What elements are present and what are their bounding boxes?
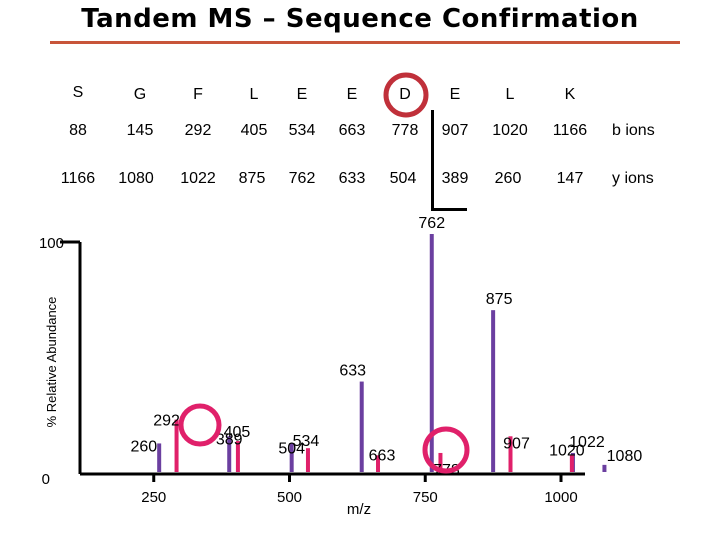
residue-6: E bbox=[346, 86, 358, 103]
residue-7: D bbox=[399, 86, 411, 103]
peak-633 bbox=[359, 381, 364, 472]
peak-label-292: 292 bbox=[153, 413, 180, 430]
residue-4: L bbox=[249, 86, 259, 103]
peak-label-534: 534 bbox=[293, 433, 320, 450]
b-ion-10: 1166 bbox=[552, 122, 588, 139]
peak-292 bbox=[174, 419, 179, 472]
title-underline bbox=[50, 41, 680, 44]
peak-778 bbox=[438, 452, 443, 472]
peak-663 bbox=[376, 455, 381, 472]
fragmentation-bracket-horizontal bbox=[431, 208, 467, 211]
peak-label-389: 389 bbox=[216, 431, 243, 448]
peak-389 bbox=[227, 436, 232, 472]
peak-label-504: 504 bbox=[278, 440, 305, 457]
peak-875 bbox=[491, 310, 496, 472]
y-ion-9: 260 bbox=[494, 170, 522, 187]
b-ion-5: 534 bbox=[288, 122, 316, 139]
residue-8: E bbox=[449, 86, 461, 103]
residue-3: F bbox=[193, 86, 203, 103]
peak-label-907: 907 bbox=[503, 435, 530, 452]
x-tick-label-750: 750 bbox=[413, 489, 438, 506]
b-ion-7: 778 bbox=[391, 122, 419, 139]
peak-762 bbox=[429, 234, 434, 472]
y-ion-4: 875 bbox=[238, 170, 266, 187]
residue-9: L bbox=[505, 86, 515, 103]
page-title: Tandem MS – Sequence Confirmation bbox=[81, 4, 639, 34]
b-ion-3: 292 bbox=[184, 122, 212, 139]
y-ion-3: 1022 bbox=[180, 170, 216, 187]
b-ion-4: 405 bbox=[240, 122, 268, 139]
peak-1020 bbox=[569, 455, 574, 472]
peak-label-875: 875 bbox=[486, 291, 513, 308]
peak-778-highlight bbox=[422, 426, 470, 474]
x-tick-label-1000: 1000 bbox=[544, 489, 577, 506]
b-ion-2: 145 bbox=[126, 122, 154, 139]
peak-504 bbox=[289, 443, 294, 472]
b-ion-8: 907 bbox=[441, 122, 469, 139]
y-ion-8: 389 bbox=[441, 170, 469, 187]
residue-1: S bbox=[72, 84, 84, 101]
peak-907 bbox=[508, 436, 513, 472]
peak-label-762: 762 bbox=[418, 215, 445, 232]
chart-axes: 100 0 % Relative Abundance m/z bbox=[39, 235, 585, 518]
peak-389-highlight bbox=[178, 403, 222, 447]
x-axis-label: m/z bbox=[347, 501, 371, 518]
x-tick-label-500: 500 bbox=[277, 489, 302, 506]
peak-1080 bbox=[602, 464, 607, 472]
peak-label-663: 663 bbox=[369, 447, 396, 464]
peak-label-405: 405 bbox=[224, 424, 251, 441]
peak-260 bbox=[157, 443, 162, 472]
y-tick-label-0: 0 bbox=[42, 471, 50, 488]
peak-534 bbox=[305, 448, 310, 472]
y-ion-5: 762 bbox=[288, 170, 316, 187]
x-tick-label-250: 250 bbox=[141, 489, 166, 506]
b-ion-6: 663 bbox=[338, 122, 366, 139]
residue-2: G bbox=[133, 86, 147, 103]
peak-label-260: 260 bbox=[130, 438, 157, 455]
y-ions-label: y ions bbox=[612, 170, 654, 187]
y-ion-6: 633 bbox=[338, 170, 366, 187]
residue-5: E bbox=[296, 86, 308, 103]
y-ion-7: 504 bbox=[389, 170, 417, 187]
spectrum-peaks bbox=[157, 234, 607, 472]
peak-labels: 260 3895046337628751022108029240553466377… bbox=[130, 215, 642, 479]
peak-label-633: 633 bbox=[339, 363, 366, 380]
peak-label-1022: 1022 bbox=[569, 434, 605, 451]
b-ion-1: 88 bbox=[69, 122, 87, 139]
b-ions-label: b ions bbox=[612, 122, 655, 139]
peak-405 bbox=[235, 441, 240, 472]
residue-10: K bbox=[564, 86, 576, 103]
y-ion-2: 1080 bbox=[118, 170, 154, 187]
x-ticks: 250 500 750 1000 bbox=[141, 474, 578, 506]
highlight-circles bbox=[178, 72, 470, 474]
b-ion-9: 1020 bbox=[492, 122, 528, 139]
peak-label-1080: 1080 bbox=[607, 448, 643, 465]
residue-d-highlight bbox=[383, 72, 429, 118]
fragmentation-bracket-vertical bbox=[431, 110, 434, 210]
y-ion-1: 1166 bbox=[60, 170, 96, 187]
y-tick-label-100: 100 bbox=[39, 235, 64, 252]
peak-label-1020: 1020 bbox=[549, 442, 585, 459]
y-ion-10: 147 bbox=[556, 170, 584, 187]
y-axis-label: % Relative Abundance bbox=[44, 297, 59, 428]
